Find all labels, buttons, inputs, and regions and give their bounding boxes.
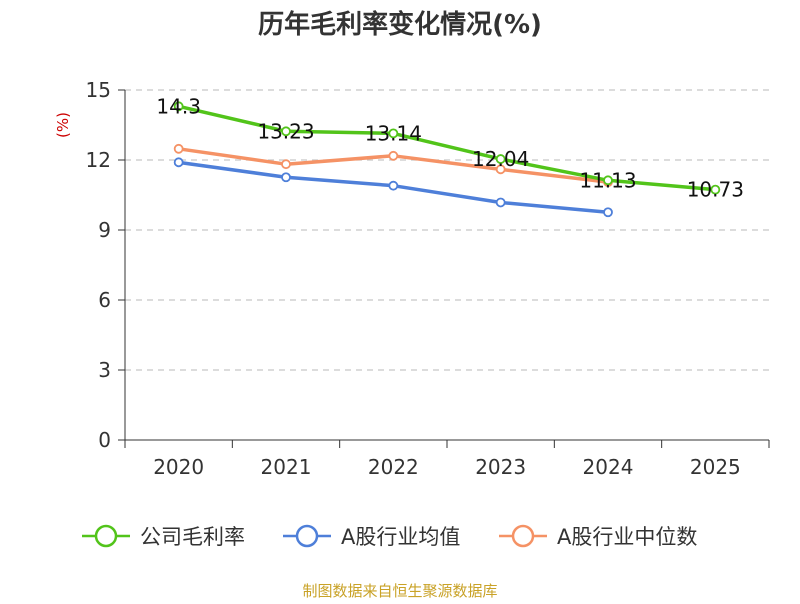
x-tick-label: 2024 [583,455,634,479]
data-point [497,198,505,206]
data-label: 10.73 [687,178,744,202]
source-footer: 制图数据来自恒生聚源数据库 [302,582,497,600]
x-tick-label: 2023 [475,455,526,479]
grid-lines [125,90,769,370]
data-point [282,173,290,181]
y-tick-label: 3 [98,358,111,382]
legend-label: A股行业中位数 [557,525,697,549]
legend-marker [297,526,317,546]
y-tick-label: 12 [86,148,111,172]
data-label: 13.23 [257,119,314,143]
legend-marker [513,526,533,546]
legend: 公司毛利率 A股行业均值 A股行业中位数 [82,525,697,549]
data-label: 14.3 [156,94,201,118]
axes: 0 3 6 9 12 15 2020 2021 2022 2023 2024 2025 [86,78,769,479]
y-tick-label: 15 [86,78,111,102]
y-tick-label: 0 [98,428,111,452]
line-chart: 历年毛利率变化情况(%) (%) 0 3 6 9 12 15 2020 2021 2022 202… [0,0,800,600]
data-label: 13.14 [365,121,422,145]
x-tick-label: 2021 [261,455,312,479]
data-point [282,160,290,168]
chart-title: 历年毛利率变化情况(%) [258,9,542,40]
legend-item-0: 公司毛利率 [82,525,245,549]
x-tick-label: 2025 [690,455,741,479]
legend-marker [96,526,116,546]
x-tick-label: 2022 [368,455,419,479]
legend-label: A股行业均值 [341,525,460,549]
legend-item-2: A股行业中位数 [499,525,697,549]
legend-label: 公司毛利率 [140,525,245,549]
data-label: 11.13 [579,168,636,192]
data-point [389,182,397,190]
y-axis-label: (%) [54,112,72,138]
y-tick-label: 9 [98,218,111,242]
x-tick-label: 2020 [153,455,204,479]
data-point [389,152,397,160]
data-point [175,145,183,153]
y-tick-label: 6 [98,288,111,312]
data-label: 12.04 [472,147,529,171]
series-group [175,102,720,216]
legend-item-1: A股行业均值 [283,525,460,549]
data-point [604,208,612,216]
data-point [175,158,183,166]
